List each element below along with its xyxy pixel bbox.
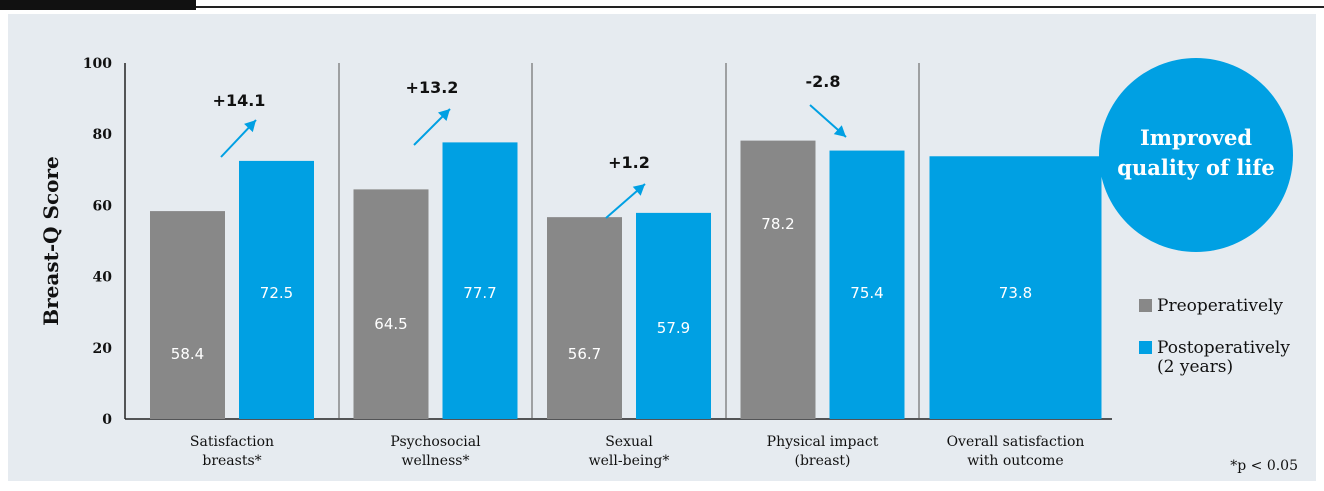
category-label: breasts* — [202, 453, 261, 469]
bar-preoperative — [547, 217, 622, 419]
legend-swatch — [1139, 299, 1152, 312]
y-tick-label: 0 — [102, 412, 112, 428]
bar-postoperative — [239, 160, 314, 419]
value-label-post: 57.9 — [657, 319, 690, 337]
legend-label: Preoperatively — [1157, 296, 1283, 316]
category-label: with outcome — [967, 453, 1063, 469]
bar-preoperative — [150, 211, 225, 419]
change-arrow-head — [437, 109, 450, 122]
value-label-post: 72.5 — [260, 284, 293, 302]
value-label-pre: 64.5 — [374, 315, 407, 333]
y-tick-label: 80 — [93, 127, 113, 143]
footnote: *p < 0.05 — [1230, 458, 1298, 474]
bar-preoperative — [740, 140, 816, 419]
bar-postoperative — [636, 212, 711, 419]
change-label: +14.1 — [213, 91, 266, 110]
value-label-pre: 78.2 — [761, 215, 794, 233]
category-label: Psychosocial — [390, 434, 481, 450]
legend-label: Postoperatively — [1157, 338, 1290, 358]
category-label: Sexual — [605, 434, 653, 450]
category-label: Satisfaction — [190, 434, 274, 450]
y-tick-label: 60 — [93, 198, 113, 214]
change-arrow-head — [632, 184, 645, 196]
header-rule — [196, 6, 1324, 8]
change-arrow-head — [833, 125, 846, 137]
y-tick-label: 40 — [93, 270, 113, 286]
category-label: (breast) — [794, 453, 850, 469]
value-label-post: 75.4 — [850, 284, 883, 302]
highlight-text: Improved — [1140, 125, 1252, 150]
legend-label: (2 years) — [1157, 357, 1233, 377]
change-label: +1.2 — [608, 153, 650, 172]
change-label: -2.8 — [806, 72, 841, 91]
header-accent-bar — [0, 0, 196, 10]
bar-preoperative — [353, 189, 429, 419]
value-label-post: 77.7 — [463, 284, 496, 302]
category-label: well-being* — [589, 453, 670, 469]
value-label-post: 73.8 — [999, 284, 1032, 302]
category-label: wellness* — [402, 453, 470, 469]
value-label-pre: 56.7 — [568, 345, 601, 363]
y-tick-label: 100 — [83, 56, 112, 72]
bar-postoperative — [829, 150, 905, 420]
bar-postoperative — [929, 156, 1102, 419]
value-label-pre: 58.4 — [171, 345, 204, 363]
highlight-circle — [1099, 58, 1293, 252]
y-axis-title: Breast-Q Score — [39, 156, 63, 326]
change-label: +13.2 — [406, 78, 459, 97]
y-tick-label: 20 — [93, 341, 113, 357]
highlight-text: quality of life — [1117, 155, 1274, 180]
bar-postoperative — [442, 142, 518, 419]
category-label: Physical impact — [767, 434, 879, 450]
category-label: Overall satisfaction — [947, 434, 1085, 450]
change-arrow-head — [244, 120, 256, 133]
legend-swatch — [1139, 341, 1152, 354]
